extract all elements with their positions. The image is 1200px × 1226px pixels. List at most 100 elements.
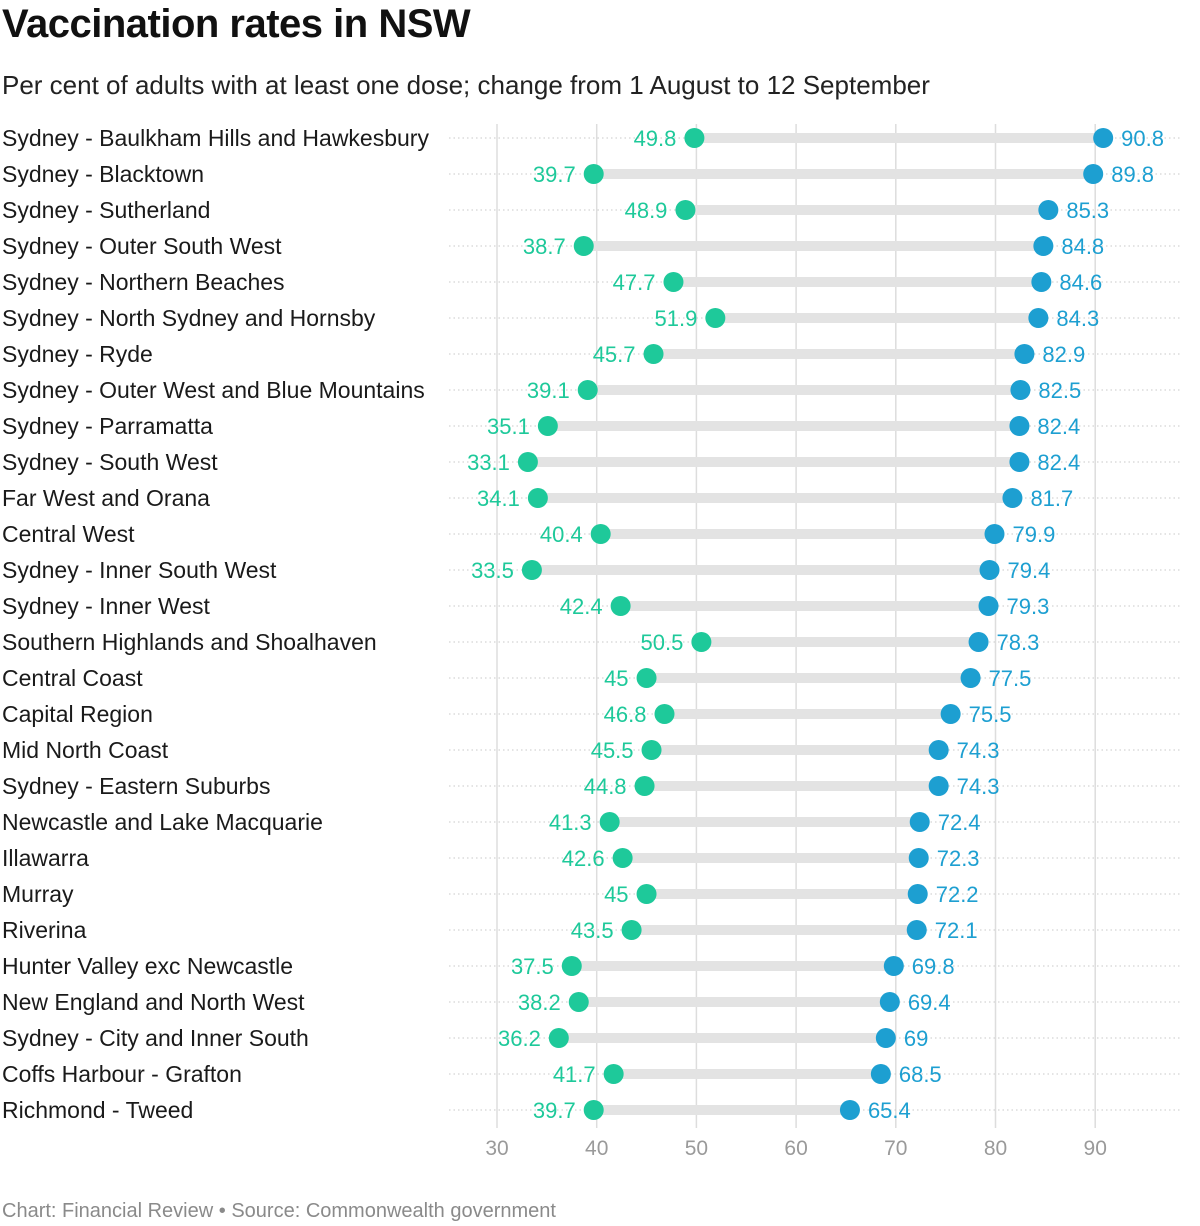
start-dot <box>641 740 662 760</box>
end-value-label: 68.5 <box>899 1062 942 1087</box>
end-dot <box>978 596 999 616</box>
start-dot <box>654 704 675 724</box>
end-value-label: 82.4 <box>1037 414 1080 439</box>
end-value-label: 79.3 <box>1007 594 1050 619</box>
end-dot <box>984 524 1005 544</box>
row-label: Riverina <box>2 917 87 943</box>
row-label: Sydney - Outer West and Blue Mountains <box>2 377 425 403</box>
end-dot <box>960 668 981 688</box>
end-value-label: 84.3 <box>1056 306 1099 331</box>
end-value-label: 84.6 <box>1059 270 1102 295</box>
row-label: Sydney - Ryde <box>2 341 153 367</box>
start-value-label: 45 <box>604 666 628 691</box>
start-value-label: 33.5 <box>471 558 514 583</box>
start-value-label: 38.2 <box>518 990 561 1015</box>
start-value-label: 36.2 <box>498 1026 541 1051</box>
row-label: Sydney - Inner West <box>2 593 211 619</box>
end-value-label: 69 <box>904 1026 928 1051</box>
start-dot <box>583 1100 604 1120</box>
end-value-label: 72.3 <box>937 846 980 871</box>
start-dot <box>521 560 542 580</box>
end-dot <box>1002 488 1023 508</box>
start-value-label: 49.8 <box>634 126 677 151</box>
end-value-label: 72.4 <box>938 810 981 835</box>
end-dot <box>1009 452 1030 472</box>
end-value-label: 89.8 <box>1111 162 1154 187</box>
row-label: Sydney - Parramatta <box>2 413 213 439</box>
start-value-label: 41.7 <box>553 1062 596 1087</box>
start-value-label: 33.1 <box>467 450 510 475</box>
start-value-label: 48.9 <box>625 198 668 223</box>
row-label: Sydney - Eastern Suburbs <box>2 773 270 799</box>
start-dot <box>691 632 712 652</box>
end-dot <box>1033 236 1054 256</box>
start-value-label: 41.3 <box>549 810 592 835</box>
end-value-label: 72.1 <box>935 918 978 943</box>
end-dot <box>870 1064 891 1084</box>
start-dot <box>684 128 705 148</box>
row-label: Sydney - City and Inner South <box>2 1025 309 1051</box>
end-value-label: 78.3 <box>997 630 1040 655</box>
start-dot <box>603 1064 624 1084</box>
start-dot <box>636 668 657 688</box>
end-value-label: 77.5 <box>989 666 1032 691</box>
end-dot <box>907 884 928 904</box>
row-label: Capital Region <box>2 701 153 727</box>
end-dot <box>1093 128 1114 148</box>
end-value-label: 81.7 <box>1030 486 1073 511</box>
start-dot <box>517 452 538 472</box>
row-label: Coffs Harbour - Grafton <box>2 1061 242 1087</box>
chart-source: Source: Commonwealth government <box>231 1200 556 1222</box>
start-dot <box>612 848 633 868</box>
end-dot <box>940 704 961 724</box>
end-value-label: 74.3 <box>957 738 1000 763</box>
chart-subtitle: Per cent of adults with at least one dos… <box>2 70 930 100</box>
end-dot <box>1038 200 1059 220</box>
start-dot <box>705 308 726 328</box>
end-value-label: 69.8 <box>912 954 955 979</box>
start-dot <box>527 488 548 508</box>
end-dot <box>1083 164 1104 184</box>
end-value-label: 82.5 <box>1038 378 1081 403</box>
start-dot <box>590 524 611 544</box>
start-value-label: 46.8 <box>604 702 647 727</box>
x-tick-label: 80 <box>984 1137 1007 1160</box>
row-label: Southern Highlands and Shoalhaven <box>2 629 377 655</box>
start-dot <box>599 812 620 832</box>
row-label: Sydney - Sutherland <box>2 197 210 223</box>
start-value-label: 38.7 <box>523 234 566 259</box>
start-value-label: 39.7 <box>533 1098 576 1123</box>
row-label: Sydney - Northern Beaches <box>2 269 285 295</box>
footer-separator: • <box>218 1200 226 1222</box>
x-tick-label: 90 <box>1084 1137 1107 1160</box>
row-label: Central West <box>2 521 135 547</box>
start-value-label: 40.4 <box>540 522 583 547</box>
end-dot <box>908 848 929 868</box>
start-dot <box>634 776 655 796</box>
start-value-label: 39.1 <box>527 378 570 403</box>
end-dot <box>883 956 904 976</box>
start-value-label: 37.5 <box>511 954 554 979</box>
start-value-label: 47.7 <box>613 270 656 295</box>
start-dot <box>561 956 582 976</box>
chart-title: Vaccination rates in NSW <box>2 2 471 46</box>
end-value-label: 65.4 <box>868 1098 911 1123</box>
chart-credit: Chart: Financial Review <box>2 1200 214 1222</box>
start-dot <box>537 416 558 436</box>
row-label: Sydney - Outer South West <box>2 233 282 259</box>
start-dot <box>643 344 664 364</box>
end-value-label: 82.4 <box>1037 450 1080 475</box>
end-dot <box>906 920 927 940</box>
start-value-label: 39.7 <box>533 162 576 187</box>
row-label: Central Coast <box>2 665 143 691</box>
start-value-label: 42.4 <box>560 594 603 619</box>
end-dot <box>928 740 949 760</box>
end-value-label: 74.3 <box>957 774 1000 799</box>
end-value-label: 72.2 <box>936 882 979 907</box>
end-dot <box>909 812 930 832</box>
start-dot <box>573 236 594 256</box>
end-value-label: 90.8 <box>1121 126 1164 151</box>
start-value-label: 44.8 <box>584 774 627 799</box>
end-dot <box>839 1100 860 1120</box>
